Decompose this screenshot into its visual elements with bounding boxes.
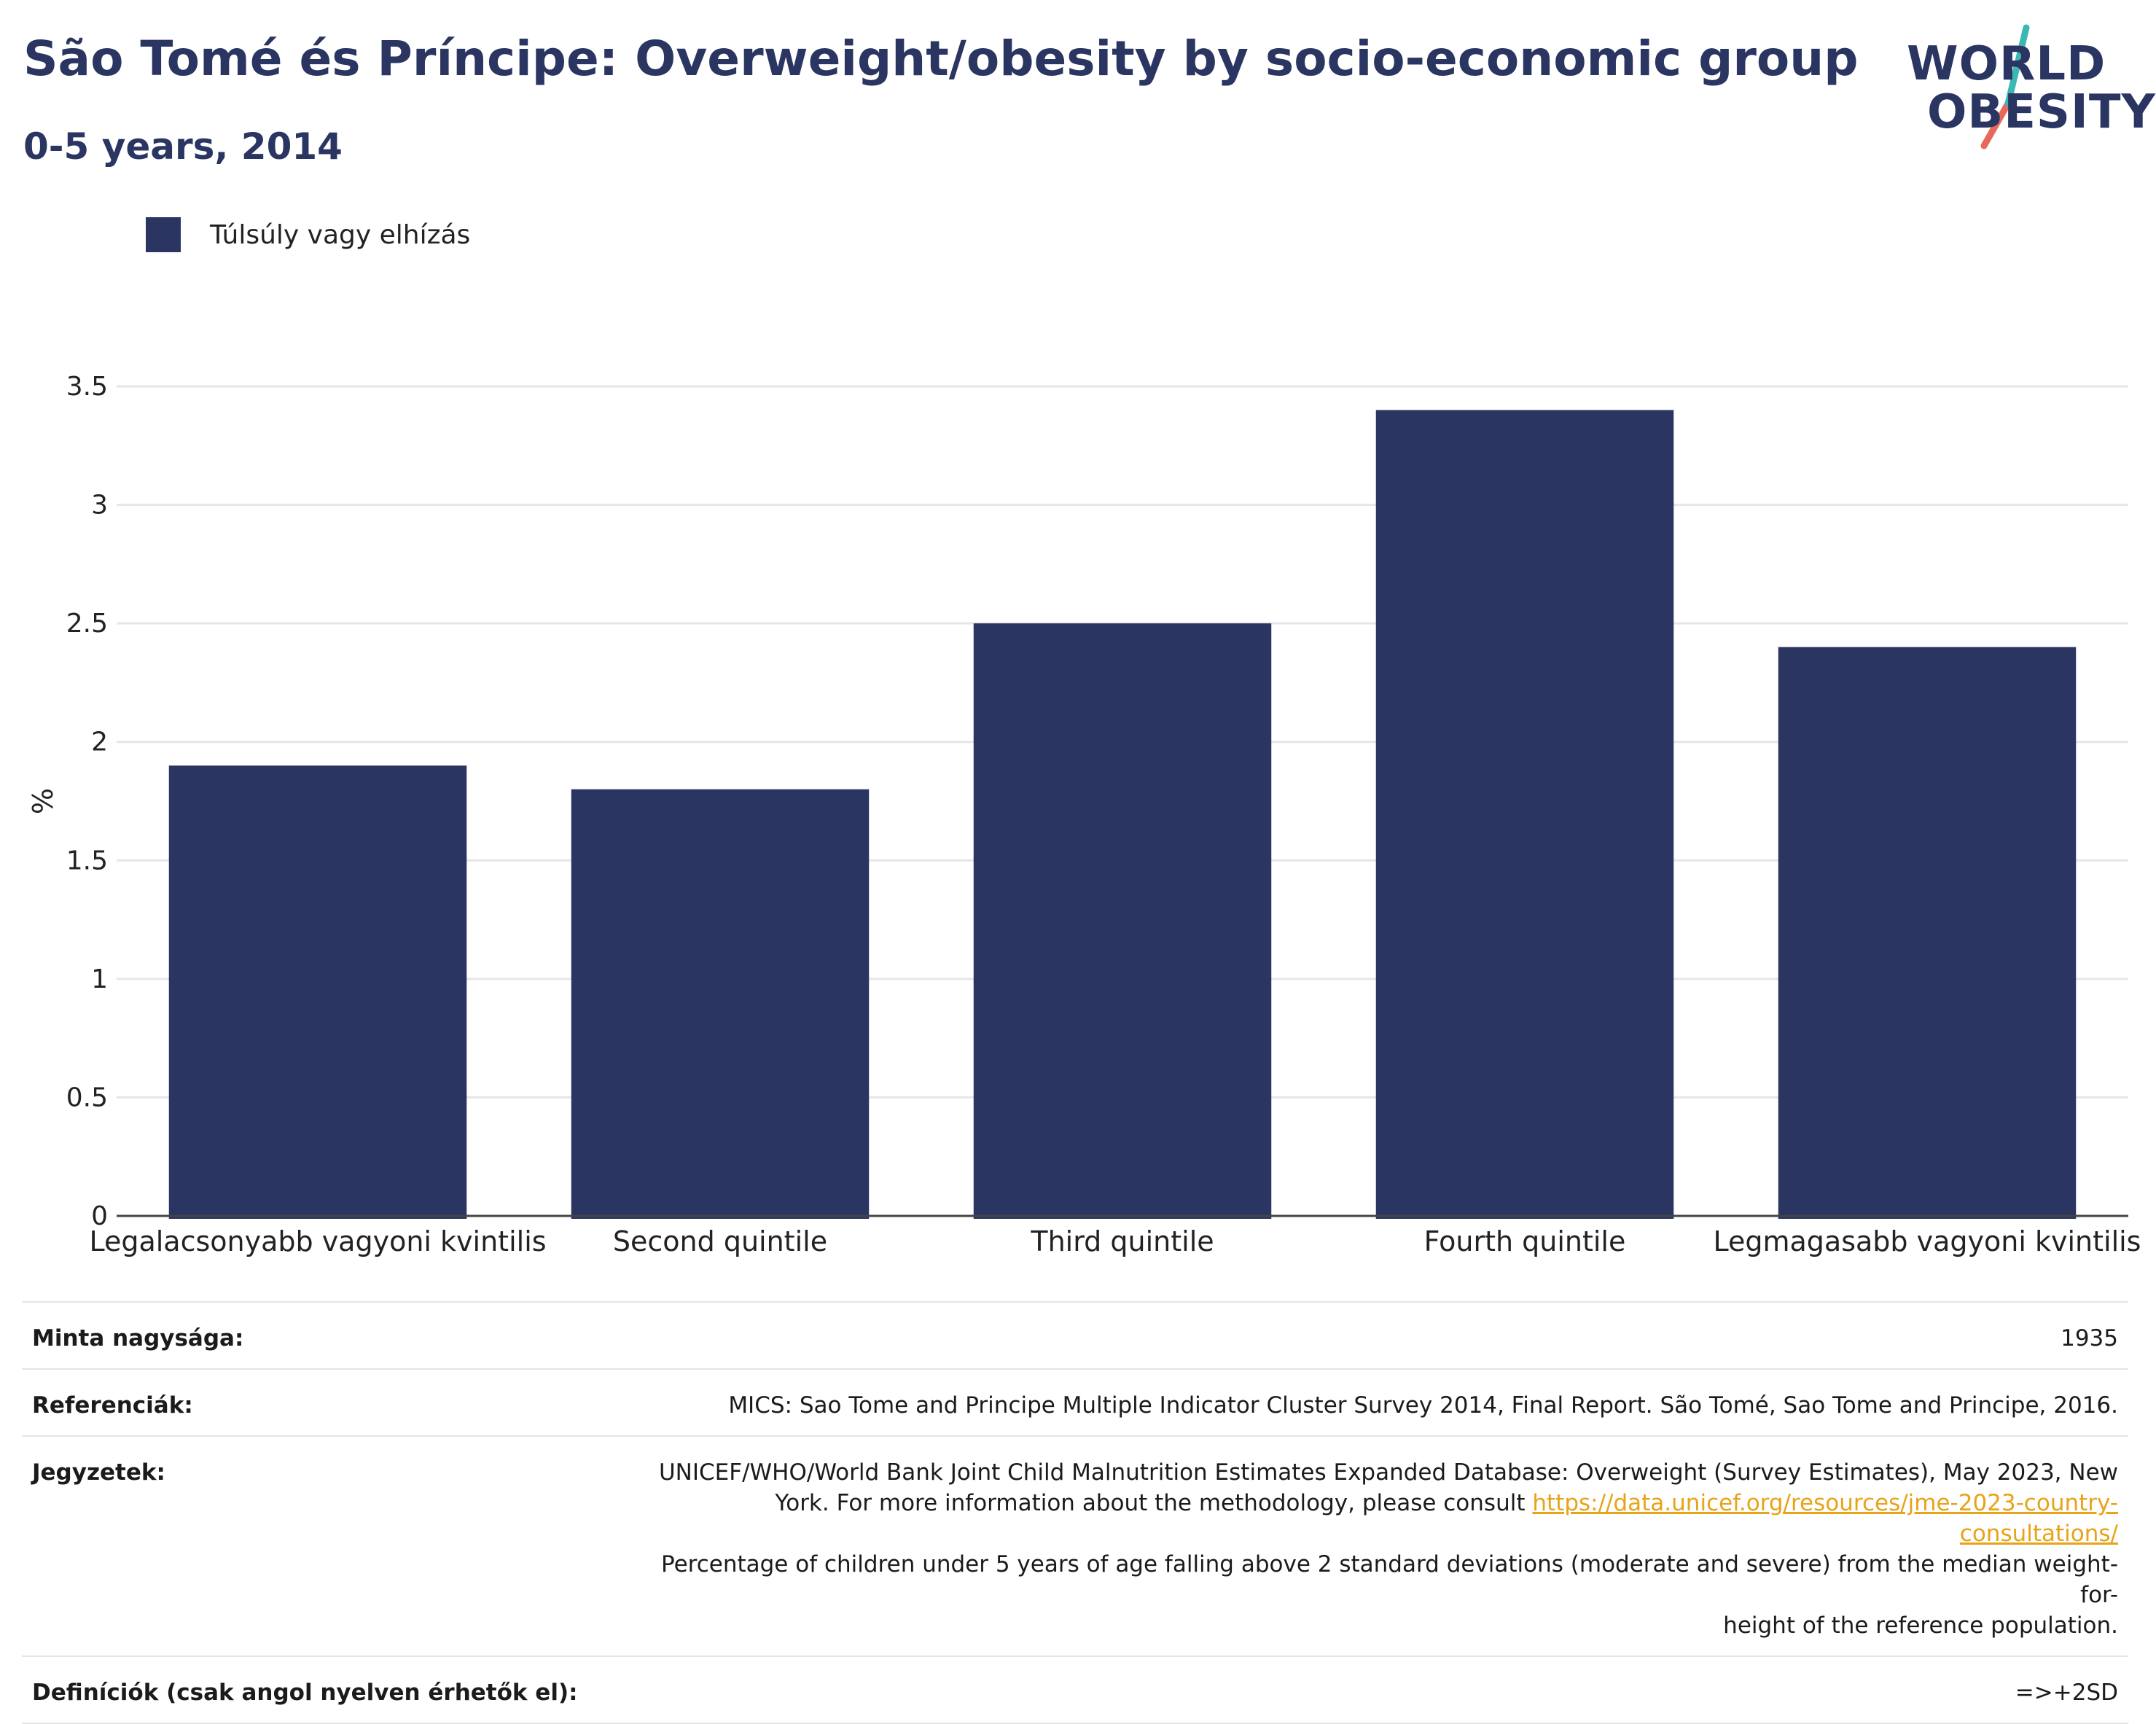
x-tick-label: Second quintile	[613, 1225, 827, 1257]
bar[interactable]	[1375, 410, 1674, 1219]
notes-value: UNICEF/WHO/World Bank Joint Child Malnut…	[625, 1435, 2128, 1657]
x-tick-label: Legalacsonyabb vagyoni kvintilis	[89, 1225, 546, 1257]
y-axis-ticks: 0 0.5 1 1.5 2 2.5 3 3.5	[66, 372, 108, 1231]
y-tick-label: 0	[91, 1201, 108, 1231]
sample-size-label: Minta nagysága:	[22, 1301, 625, 1370]
x-tick-label: Third quintile	[1030, 1225, 1214, 1257]
y-axis-title: %	[27, 788, 59, 814]
y-tick-label: 0.5	[66, 1083, 108, 1112]
bar[interactable]	[973, 623, 1272, 1219]
y-tick-label: 2.5	[66, 609, 108, 639]
notes-label: Jegyzetek:	[22, 1435, 625, 1657]
y-tick-label: 1	[91, 964, 108, 994]
definitions-label: Definíciók (csak angol nyelven érhetők e…	[22, 1655, 625, 1724]
bar[interactable]	[571, 789, 870, 1219]
y-tick-label: 3	[91, 491, 108, 520]
info-row-sample-size: Minta nagysága: 1935	[22, 1301, 2128, 1370]
world-obesity-logo[interactable]: WORLD OBESITY	[1902, 22, 2155, 153]
x-axis-labels: Legalacsonyabb vagyoni kvintilis Second q…	[89, 1225, 2141, 1257]
bar-chart: 0 0.5 1 1.5 2 2.5 3 3.5 Legalacsonyabb vagyoni …	[27, 372, 2141, 1257]
definitions-value: =>+2SD	[625, 1655, 2128, 1724]
sample-size-value: 1935	[625, 1301, 2128, 1370]
info-row-notes: Jegyzetek: UNICEF/WHO/World Bank Joint C…	[22, 1435, 2128, 1657]
x-tick-label: Fourth quintile	[1424, 1225, 1626, 1257]
notes-line-4: height of the reference population.	[1723, 1612, 2118, 1639]
logo-word-obesity: OBESITY	[1927, 85, 2156, 139]
logo-slash-bottom	[1980, 100, 2012, 149]
info-row-definitions: Definíciók (csak angol nyelven érhetők e…	[22, 1655, 2128, 1724]
legend-swatch	[146, 217, 181, 252]
notes-line-1: UNICEF/WHO/World Bank Joint Child Malnut…	[658, 1459, 2118, 1486]
chart-title: São Tomé és Príncipe: Overweight/obesity…	[23, 31, 1859, 87]
references-label: Referenciák:	[22, 1368, 625, 1437]
notes-link[interactable]: https://data.unicef.org/resources/jme-20…	[1532, 1490, 2118, 1547]
logo-slash-top	[2004, 24, 2030, 107]
bar[interactable]	[1778, 647, 2077, 1219]
bar[interactable]	[168, 765, 467, 1219]
references-value: MICS: Sao Tome and Principe Multiple Ind…	[625, 1368, 2128, 1437]
y-tick-label: 1.5	[66, 846, 108, 875]
logo-slash-icon	[1980, 24, 2030, 149]
x-tick-label: Legmagasabb vagyoni kvintilis	[1714, 1225, 2141, 1257]
legend-label: Túlsúly vagy elhízás	[210, 219, 471, 250]
logo-word-world: WORLD	[1907, 37, 2106, 91]
chart-subtitle: 0-5 years, 2014	[23, 125, 343, 168]
y-tick-label: 2	[91, 728, 108, 757]
chart-legend: Túlsúly vagy elhízás	[146, 216, 470, 254]
info-table: Minta nagysága: 1935 Referenciák: MICS: …	[22, 1301, 2128, 1724]
info-row-references: Referenciák: MICS: Sao Tome and Principe…	[22, 1368, 2128, 1437]
notes-line-3: Percentage of children under 5 years of …	[660, 1551, 2118, 1608]
notes-line-2: York. For more information about the met…	[775, 1490, 1526, 1516]
bars	[168, 410, 2077, 1219]
y-tick-label: 3.5	[66, 372, 108, 402]
